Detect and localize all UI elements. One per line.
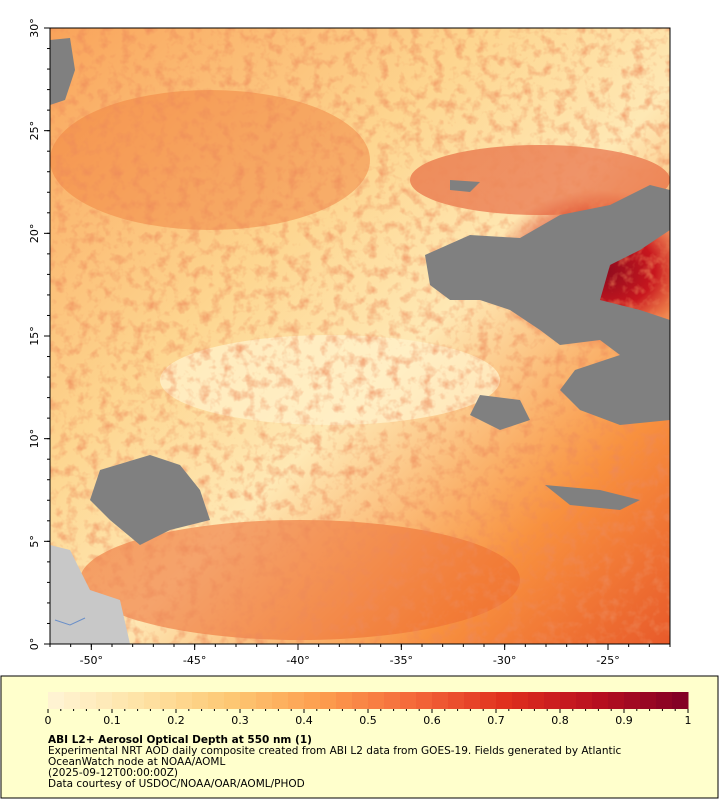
- colorbar-swatch: [176, 692, 193, 709]
- colorbar-swatch: [384, 692, 401, 709]
- y-tick-label: 10°: [28, 429, 41, 449]
- colorbar-swatch: [80, 692, 97, 709]
- colorbar-tick-label: 0.8: [551, 714, 569, 727]
- colorbar-swatch: [304, 692, 321, 709]
- caption-line: OceanWatch node at NOAA/AOML: [48, 756, 225, 768]
- colorbar-tick-label: 0.1: [103, 714, 121, 727]
- land: [50, 545, 130, 644]
- colorbar-tick-label: 0.2: [167, 714, 185, 727]
- caption-title: ABI L2+ Aerosol Optical Depth at 550 nm …: [48, 734, 312, 746]
- colorbar-tick-label: 0.6: [423, 714, 441, 727]
- colorbar-swatch: [560, 692, 577, 709]
- colorbar-swatch: [160, 692, 177, 709]
- colorbar-swatch: [240, 692, 257, 709]
- colorbar-swatch: [48, 692, 65, 709]
- y-tick-label: 20°: [28, 224, 41, 244]
- colorbar-swatch: [416, 692, 433, 709]
- x-tick-label: -45°: [183, 654, 206, 667]
- colorbar-tick-label: 0.5: [359, 714, 377, 727]
- colorbar-swatch: [256, 692, 273, 709]
- x-tick-label: -50°: [80, 654, 103, 667]
- colorbar-swatch: [672, 692, 689, 709]
- colorbar-tick-label: 1: [685, 714, 692, 727]
- x-tick-label: -25°: [596, 654, 619, 667]
- colorbar-swatch: [368, 692, 385, 709]
- colorbar-swatch: [464, 692, 481, 709]
- colorbar-swatch: [96, 692, 113, 709]
- colorbar-swatch: [352, 692, 369, 709]
- y-tick-label: 15°: [28, 326, 41, 346]
- map-area: [50, 28, 670, 644]
- colorbar-swatch: [624, 692, 641, 709]
- colorbar-swatch: [128, 692, 145, 709]
- colorbar-swatch: [224, 692, 241, 709]
- colorbar-tick-label: 0.3: [231, 714, 249, 727]
- colorbar-swatch: [496, 692, 513, 709]
- colorbar-swatch: [656, 692, 673, 709]
- colorbar-swatch: [640, 692, 657, 709]
- y-tick-label: 0°: [28, 638, 41, 651]
- y-tick-label: 30°: [28, 18, 41, 38]
- caption-line: Experimental NRT AOD daily composite cre…: [48, 745, 622, 757]
- colorbar-swatch: [528, 692, 545, 709]
- caption-line: (2025-09-12T00:00:00Z): [48, 767, 178, 779]
- colorbar-swatch: [208, 692, 225, 709]
- colorbar-swatch: [544, 692, 561, 709]
- x-tick-label: -35°: [390, 654, 413, 667]
- x-tick-label: -40°: [286, 654, 309, 667]
- x-tick-label: -30°: [493, 654, 516, 667]
- missing-data: [50, 38, 670, 545]
- colorbar-swatch: [64, 692, 81, 709]
- colorbar-tick-label: 0.9: [615, 714, 633, 727]
- y-tick-label: 25°: [28, 121, 41, 141]
- colorbar-swatch: [432, 692, 449, 709]
- colorbar-swatch: [336, 692, 353, 709]
- colorbar-swatch: [608, 692, 625, 709]
- y-tick-label: 5°: [28, 535, 41, 548]
- colorbar-swatch: [448, 692, 465, 709]
- colorbar-swatch: [192, 692, 209, 709]
- colorbar-swatch: [144, 692, 161, 709]
- colorbar-swatch: [512, 692, 529, 709]
- colorbar-swatch: [576, 692, 593, 709]
- colorbar-tick-label: 0: [45, 714, 52, 727]
- colorbar: 0 0.1 0.2 0.3 0.4 0.5 0.6 0.7 0.8 0.9 1: [45, 692, 692, 727]
- colorbar-tick-label: 0.4: [295, 714, 313, 727]
- colorbar-swatch: [112, 692, 129, 709]
- caption-line: Data courtesy of USDOC/NOAA/OAR/AOML/PHO…: [48, 778, 305, 790]
- colorbar-swatch: [320, 692, 337, 709]
- colorbar-swatch: [592, 692, 609, 709]
- colorbar-swatch: [288, 692, 305, 709]
- colorbar-tick-label: 0.7: [487, 714, 505, 727]
- colorbar-swatch: [400, 692, 417, 709]
- colorbar-swatch: [480, 692, 497, 709]
- axes: -50° -45° -40° -35° -30° -25° 0° 5° 10° 15° 20° 25°…: [28, 18, 671, 667]
- river: [54, 617, 86, 626]
- colorbar-swatch: [272, 692, 289, 709]
